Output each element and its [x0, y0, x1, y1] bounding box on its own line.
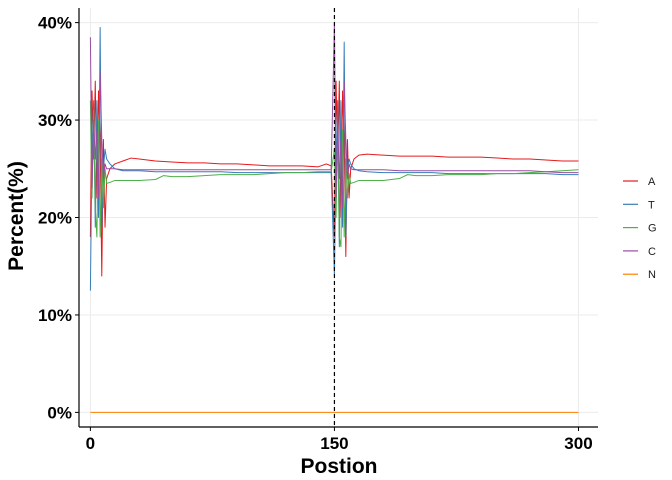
x-tick-label: 150	[320, 434, 348, 453]
y-tick-label: 0%	[47, 403, 72, 422]
series-line-T	[89, 26, 579, 291]
x-tick-label: 300	[564, 434, 592, 453]
legend-label-T: T	[648, 199, 655, 211]
x-tick-label: 0	[86, 434, 95, 453]
series-line-G	[89, 100, 579, 248]
series-line-C	[89, 22, 579, 209]
legend-label-G: G	[648, 223, 657, 235]
x-axis-title: Postion	[301, 455, 378, 478]
axes	[75, 8, 598, 431]
legend-label-A: A	[648, 176, 656, 188]
y-tick-label: 20%	[38, 209, 72, 228]
tick-labels: 0% 10% 20% 30% 40% 0 150 300	[38, 14, 593, 453]
y-axis-title: Percent(%)	[5, 161, 28, 271]
y-tick-label: 40%	[38, 14, 72, 33]
y-tick-label: 30%	[38, 111, 72, 130]
legend-label-N: N	[648, 269, 656, 281]
series-line-A	[89, 80, 579, 277]
legend-label-C: C	[648, 246, 656, 258]
series-lines	[89, 22, 579, 413]
y-tick-label: 10%	[38, 306, 72, 325]
